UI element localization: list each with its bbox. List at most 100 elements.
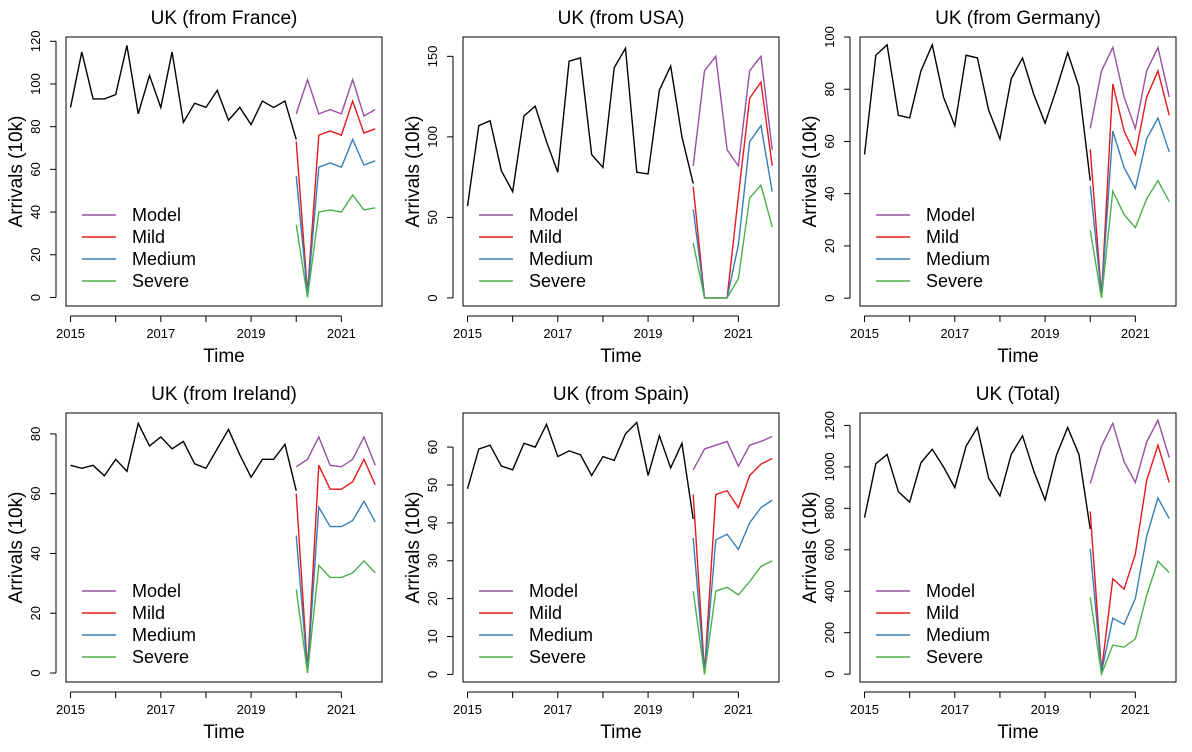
x-axis-label: Time	[203, 346, 245, 367]
y-tick-label: 20	[28, 606, 43, 620]
series-line-severe	[295, 193, 376, 298]
y-tick-label: 80	[28, 427, 43, 441]
y-tick-label: 100	[822, 26, 837, 48]
chart-panel: UK (from Germany) 2015 2017 2019 2021 0 20 40 60…	[800, 8, 1177, 367]
y-tick-label: 60	[28, 486, 43, 500]
chart-panel: UK (from Spain) 2015 2017 2019 2021 0 10 20 30 40…	[403, 384, 780, 743]
legend-label: Severe	[132, 647, 189, 667]
legend-label: Severe	[926, 647, 983, 667]
series-line-history	[466, 421, 694, 520]
plot-frame	[65, 412, 383, 683]
y-tick-label: 120	[28, 30, 43, 52]
series-line-history	[863, 42, 1091, 181]
y-tick-label: 30	[425, 554, 440, 568]
chart-title: UK (Total)	[976, 384, 1060, 405]
y-tick-label: 400	[822, 580, 837, 602]
series-line-mild	[1089, 68, 1170, 296]
x-tick-label: 2017	[146, 326, 175, 341]
y-tick-label: 40	[28, 546, 43, 560]
series-line-medium	[692, 499, 773, 674]
x-tick-label: 2019	[634, 702, 663, 717]
series-line-history	[466, 46, 694, 207]
y-tick-label: 20	[28, 248, 43, 262]
plot-frame	[859, 36, 1177, 307]
y-tick-label: 1200	[822, 411, 837, 440]
y-tick-label: 40	[822, 186, 837, 200]
legend-label: Medium	[926, 249, 990, 269]
x-tick-label: 2019	[237, 326, 266, 341]
series-line-model	[1089, 418, 1170, 485]
legend-label: Model	[926, 205, 975, 225]
x-tick-label: 2015	[850, 702, 879, 717]
y-tick-label: 10	[425, 629, 440, 643]
series-line-model	[692, 54, 773, 168]
series-line-mild	[692, 457, 773, 673]
series-line-medium	[295, 499, 376, 672]
y-tick-label: 40	[28, 205, 43, 219]
y-axis-label: Arrivals (10k)	[800, 492, 821, 604]
y-tick-label: 40	[425, 516, 440, 530]
y-axis-label: Arrivals (10k)	[6, 492, 27, 604]
y-tick-label: 150	[425, 45, 440, 67]
chart-panel: UK (from France) 2015 2017 2019 2021 0 20 40 60 8…	[6, 8, 383, 367]
y-tick-label: 80	[28, 119, 43, 133]
legend-label: Model	[132, 205, 181, 225]
legend-label: Model	[529, 581, 578, 601]
series-line-model	[692, 435, 773, 471]
legend-label: Medium	[132, 249, 196, 269]
legend-label: Medium	[529, 625, 593, 645]
x-tick-label: 2021	[327, 326, 356, 341]
series-line-model	[295, 435, 376, 468]
y-tick-label: 100	[28, 73, 43, 95]
x-axis-label: Time	[203, 722, 245, 743]
series-line-mild	[295, 457, 376, 671]
chart-panel: UK (from Ireland) 2015 2017 2019 2021 0 20 40 60…	[6, 384, 383, 743]
y-tick-label: 800	[822, 497, 837, 519]
legend-label: Mild	[132, 603, 165, 623]
plot-frame	[462, 412, 780, 683]
y-tick-label: 0	[822, 295, 837, 302]
x-tick-label: 2017	[543, 702, 572, 717]
series-line-medium	[295, 137, 376, 296]
x-tick-label: 2015	[850, 326, 879, 341]
x-tick-label: 2021	[327, 702, 356, 717]
y-axis-label: Arrivals (10k)	[403, 116, 424, 228]
legend-label: Severe	[132, 271, 189, 291]
legend-label: Mild	[926, 603, 959, 623]
x-tick-label: 2017	[543, 326, 572, 341]
y-tick-label: 100	[425, 126, 440, 148]
chart-title: UK (from USA)	[558, 8, 685, 29]
x-tick-label: 2015	[56, 702, 85, 717]
legend-label: Severe	[529, 647, 586, 667]
legend-label: Model	[926, 581, 975, 601]
legend-label: Severe	[529, 271, 586, 291]
legend-label: Medium	[132, 625, 196, 645]
plot-frame	[859, 412, 1177, 683]
series-line-mild	[295, 98, 376, 294]
legend-label: Model	[132, 581, 181, 601]
legend-label: Model	[529, 205, 578, 225]
y-tick-label: 0	[28, 669, 43, 676]
legend-label: Severe	[926, 271, 983, 291]
y-tick-label: 0	[425, 294, 440, 301]
chart-title: UK (from Spain)	[553, 384, 689, 405]
chart-title: UK (from France)	[151, 8, 298, 29]
x-tick-label: 2015	[56, 326, 85, 341]
series-line-medium	[1089, 116, 1170, 296]
x-axis-label: Time	[600, 722, 642, 743]
y-tick-label: 80	[822, 82, 837, 96]
series-line-mild	[692, 80, 773, 299]
x-tick-label: 2019	[634, 326, 663, 341]
plot-frame	[462, 36, 780, 307]
x-axis-label: Time	[600, 346, 642, 367]
series-line-severe	[1089, 179, 1170, 299]
x-tick-label: 2021	[724, 326, 753, 341]
series-line-mild	[1089, 442, 1170, 672]
legend-label: Mild	[926, 227, 959, 247]
series-line-model	[295, 77, 376, 118]
x-tick-label: 2019	[1031, 702, 1060, 717]
y-tick-label: 200	[822, 622, 837, 644]
y-tick-label: 0	[425, 671, 440, 678]
y-tick-label: 60	[822, 134, 837, 148]
x-tick-label: 2015	[453, 702, 482, 717]
